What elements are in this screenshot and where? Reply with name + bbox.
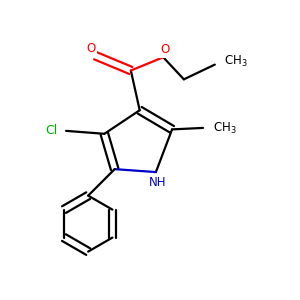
Text: Cl: Cl [45, 124, 57, 137]
Text: O: O [160, 44, 169, 56]
Text: O: O [86, 42, 96, 55]
Text: CH$_3$: CH$_3$ [213, 121, 237, 136]
Text: NH: NH [148, 176, 166, 189]
Text: CH$_3$: CH$_3$ [224, 54, 247, 69]
